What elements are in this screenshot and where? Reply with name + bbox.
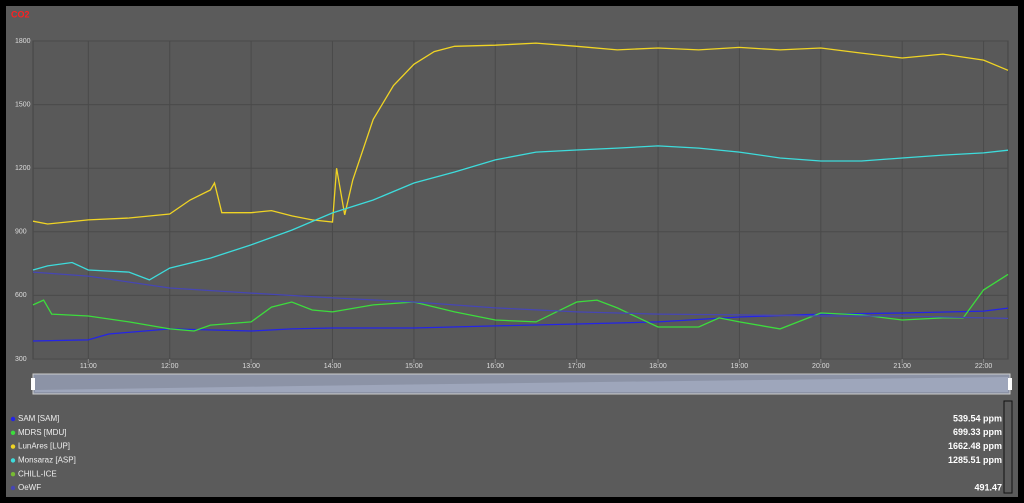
y-tick-label: 300	[15, 356, 27, 363]
x-tick-label: 12:00	[161, 363, 179, 370]
legend-label: CHILL-ICE	[18, 469, 57, 478]
legend-swatch	[10, 485, 16, 491]
series-line	[32, 307, 1009, 342]
series-line	[32, 42, 1009, 225]
legend-swatch	[10, 416, 16, 422]
x-tick-label: 17:00	[568, 363, 586, 370]
y-tick-label: 1200	[15, 165, 31, 172]
chart-title: CO2	[11, 9, 30, 19]
y-tick-label: 900	[15, 229, 27, 236]
legend-label: Monsaraz [ASP]	[18, 456, 76, 465]
legend-value: 1285.51 ppm	[948, 455, 1002, 465]
legend-value: 1662.48 ppm	[948, 441, 1002, 451]
y-tick-label: 600	[15, 292, 27, 299]
legend-label: OeWF	[18, 483, 41, 492]
legend-label: LunAres [LUP]	[18, 442, 70, 451]
series-line	[32, 271, 1009, 320]
x-tick-label: 16:00	[487, 363, 505, 370]
legend-swatch	[10, 458, 16, 463]
legend-swatch	[10, 472, 16, 477]
x-tick-label: 18:00	[649, 363, 667, 370]
x-tick-label: 14:00	[324, 363, 342, 370]
series-line	[32, 273, 1009, 332]
legend-value: 699.33 ppm	[953, 427, 1002, 437]
navigator-handle[interactable]	[31, 378, 35, 390]
navigator-handle[interactable]	[1008, 378, 1012, 390]
legend-label: SAM [SAM]	[18, 414, 59, 423]
x-tick-label: 11:00	[80, 363, 97, 370]
legend-label: MDRS [MDU]	[18, 428, 66, 437]
x-tick-label: 19:00	[731, 363, 749, 370]
x-tick-label: 15:00	[405, 363, 423, 370]
plot-area	[32, 40, 1009, 360]
x-tick-label: 21:00	[893, 363, 911, 370]
navigator-shade	[35, 377, 1008, 392]
y-tick-label: 1500	[15, 101, 31, 108]
legend-value: 491.47	[974, 482, 1002, 492]
series-line	[32, 145, 1009, 281]
x-tick-label: 22:00	[975, 363, 993, 370]
legend-swatch	[10, 444, 16, 449]
legend-value: 539.54 ppm	[953, 413, 1002, 423]
y-tick-label: 1800	[15, 38, 31, 45]
legend-swatch	[10, 430, 16, 435]
x-tick-label: 20:00	[812, 363, 830, 370]
scrollbar[interactable]	[1003, 400, 1013, 494]
x-tick-label: 13:00	[242, 363, 260, 370]
